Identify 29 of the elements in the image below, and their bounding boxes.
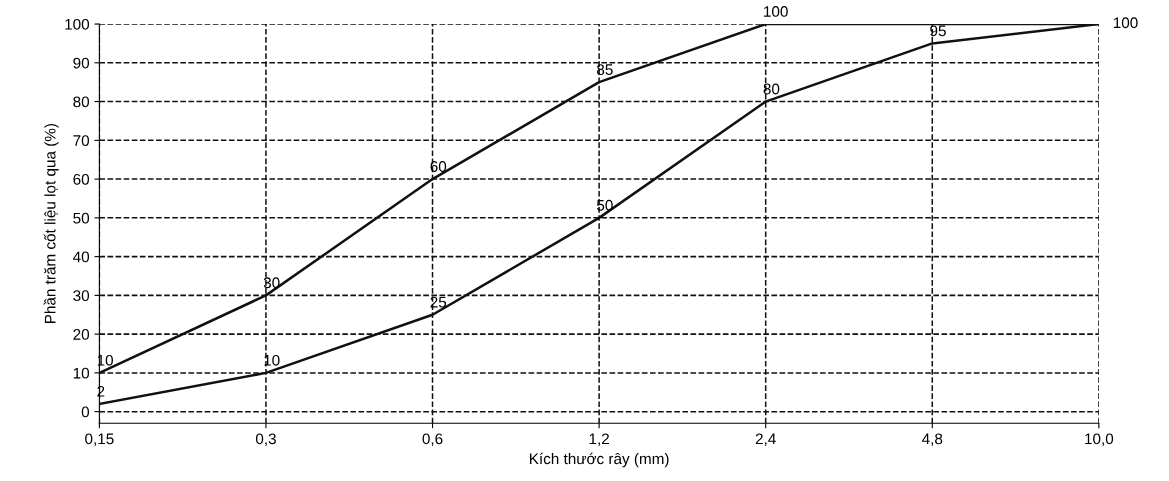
x-tick-label: 0,15 — [85, 433, 114, 447]
y-tick-label: 50 — [73, 212, 90, 224]
x-tick-label: 0,3 — [255, 433, 276, 447]
data-label: 50 — [596, 199, 613, 211]
y-tick-label: 10 — [73, 367, 90, 379]
y-tick-label: 100 — [65, 18, 90, 30]
data-label: 80 — [763, 83, 780, 95]
data-label: 95 — [930, 25, 946, 37]
y-tick-label: 30 — [73, 290, 90, 302]
y-tick-label: 20 — [73, 329, 90, 340]
data-label: 60 — [430, 161, 447, 172]
data-label: 100 — [1113, 17, 1138, 29]
y-axis-title: Phần trăm cốt liệu lọt qua (%) — [43, 123, 59, 324]
data-label: 10 — [264, 354, 280, 366]
x-tick-label: 1,2 — [589, 433, 609, 447]
data-label: 85 — [597, 64, 613, 75]
y-tick-label: 0 — [81, 406, 90, 418]
x-axis-title: Kích thước rây (mm) — [529, 452, 669, 468]
data-label: 25 — [430, 296, 447, 308]
x-tick-label: 10,0 — [1085, 433, 1114, 447]
x-tick-label: 4,8 — [922, 433, 943, 447]
y-tick-label: 80 — [73, 96, 90, 108]
x-tick-label: 0,6 — [422, 433, 443, 447]
y-tick-label: 90 — [73, 57, 90, 69]
data-label: 100 — [764, 6, 788, 17]
x-tick-label: 2,4 — [755, 433, 776, 447]
y-tick-label: 40 — [73, 251, 90, 263]
y-tick-label: 70 — [73, 135, 90, 147]
y-tick-label: 60 — [73, 173, 90, 185]
